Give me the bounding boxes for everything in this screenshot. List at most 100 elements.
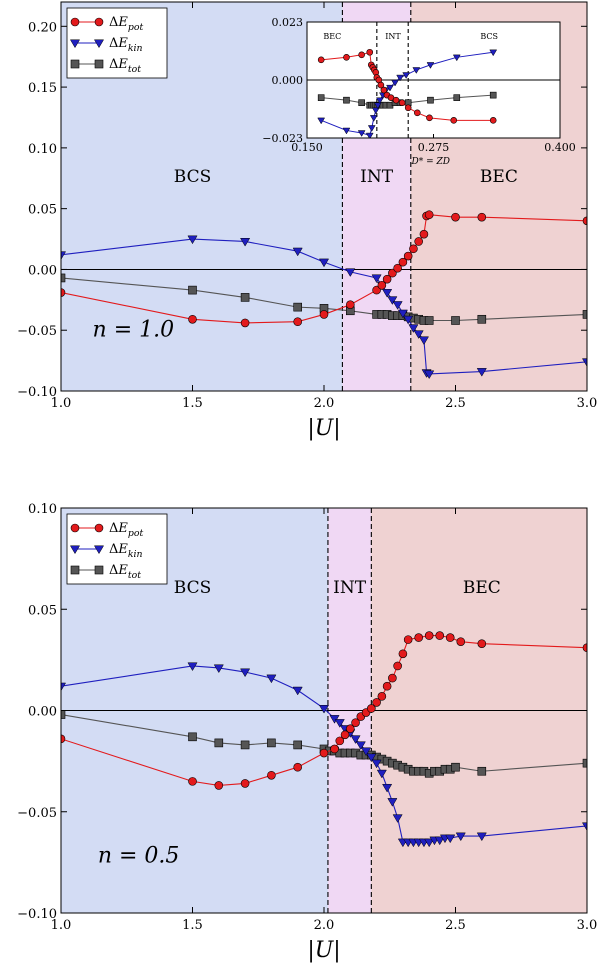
data-point (382, 274, 392, 284)
x-axis-label: |U| (307, 416, 340, 441)
inset-data-point (414, 109, 421, 117)
data-point (403, 251, 413, 261)
data-point (318, 705, 330, 714)
inset-data-point (426, 114, 433, 122)
data-point (61, 734, 66, 744)
data-point (435, 631, 445, 640)
x-tick-label: 2.0 (314, 396, 335, 411)
data-point (445, 834, 456, 844)
x-tick-label: 2.5 (445, 918, 466, 933)
legend-label: ΔEkin (109, 542, 143, 560)
data-point (451, 316, 460, 325)
data-point (376, 769, 387, 779)
data-point (424, 631, 434, 640)
data-point (372, 285, 381, 295)
data-point (388, 673, 397, 683)
data-point (240, 238, 251, 247)
x-tick-label: 1.5 (182, 396, 203, 411)
data-point (188, 777, 197, 786)
inset-data-point (392, 96, 400, 104)
legend-label: ΔEtot (109, 563, 141, 581)
data-point (414, 237, 423, 246)
y-tick-label: −0.10 (17, 907, 57, 922)
y-tick-label: 0.00 (28, 705, 57, 720)
data-point (455, 832, 466, 842)
inset-data-point (366, 48, 374, 56)
region-label-bec: BEC (480, 167, 518, 187)
data-point (188, 285, 197, 295)
density-annotation: n = 0.5 (98, 843, 180, 868)
data-point (240, 318, 250, 328)
y-tick-label: 0.00 (28, 263, 57, 278)
data-point (350, 735, 361, 744)
data-point (319, 748, 329, 758)
region-label-int: INT (333, 578, 367, 598)
x-tick-label: 3.0 (577, 396, 598, 411)
data-point (418, 336, 429, 346)
inset-y-tick-label: −0.023 (262, 132, 303, 145)
inset-data-point (375, 97, 384, 105)
inset-data-point (317, 117, 326, 125)
data-point (345, 300, 355, 309)
legend-marker (93, 39, 105, 49)
legend-marker (70, 523, 80, 533)
inset-data-point (369, 115, 378, 122)
data-point (240, 779, 250, 788)
inset-data-point (453, 94, 461, 101)
inset-data-point (427, 96, 434, 104)
data-point (403, 635, 413, 644)
data-point (214, 738, 224, 748)
data-point (476, 832, 487, 842)
y-tick-label: 0.05 (28, 603, 57, 618)
data-point (476, 368, 487, 377)
data-point (319, 310, 329, 319)
data-point (393, 661, 402, 671)
legend-marker (69, 545, 81, 555)
inset-data-point (371, 107, 380, 115)
data-point (355, 741, 366, 751)
y-tick-label: −0.05 (17, 806, 57, 821)
data-point (61, 288, 66, 297)
inset-x-axis-label: D* = ZD (411, 157, 450, 167)
data-point (382, 681, 392, 691)
data-point (451, 762, 460, 772)
y-tick-label: 0.10 (28, 502, 57, 517)
inset-data-point (317, 94, 325, 101)
data-point (293, 740, 303, 750)
data-point (393, 263, 402, 273)
data-point (382, 783, 393, 793)
data-point (267, 770, 276, 780)
data-point (424, 370, 435, 380)
data-point (188, 732, 197, 742)
data-point (408, 324, 419, 333)
data-point (424, 316, 434, 325)
data-point (61, 682, 67, 692)
data-point (266, 674, 277, 684)
data-point (293, 317, 303, 327)
legend-marker (93, 545, 105, 555)
data-point (392, 301, 403, 310)
data-point (445, 633, 455, 642)
data-point (293, 302, 303, 312)
data-point (403, 315, 414, 325)
inset-x-tick-label: 0.275 (418, 141, 450, 154)
data-point (582, 758, 587, 768)
inset-data-point (489, 49, 498, 57)
legend: ΔEpot ΔEkin ΔEtot (66, 7, 168, 79)
y-tick-label: 0.15 (28, 81, 57, 96)
y-tick-label: 0.20 (28, 20, 57, 35)
data-point (334, 719, 345, 728)
data-point (397, 309, 408, 319)
data-point (292, 686, 303, 696)
inset-data-point (450, 117, 458, 124)
data-point (582, 643, 587, 653)
inset-data-point (317, 56, 325, 64)
legend-marker (94, 565, 104, 575)
inset-data-point (402, 72, 411, 79)
data-point (345, 268, 356, 277)
x-tick-label: 2.0 (314, 918, 335, 933)
data-point (214, 781, 224, 790)
legend-marker (70, 565, 80, 575)
x-tick-label: 1.0 (51, 396, 72, 411)
